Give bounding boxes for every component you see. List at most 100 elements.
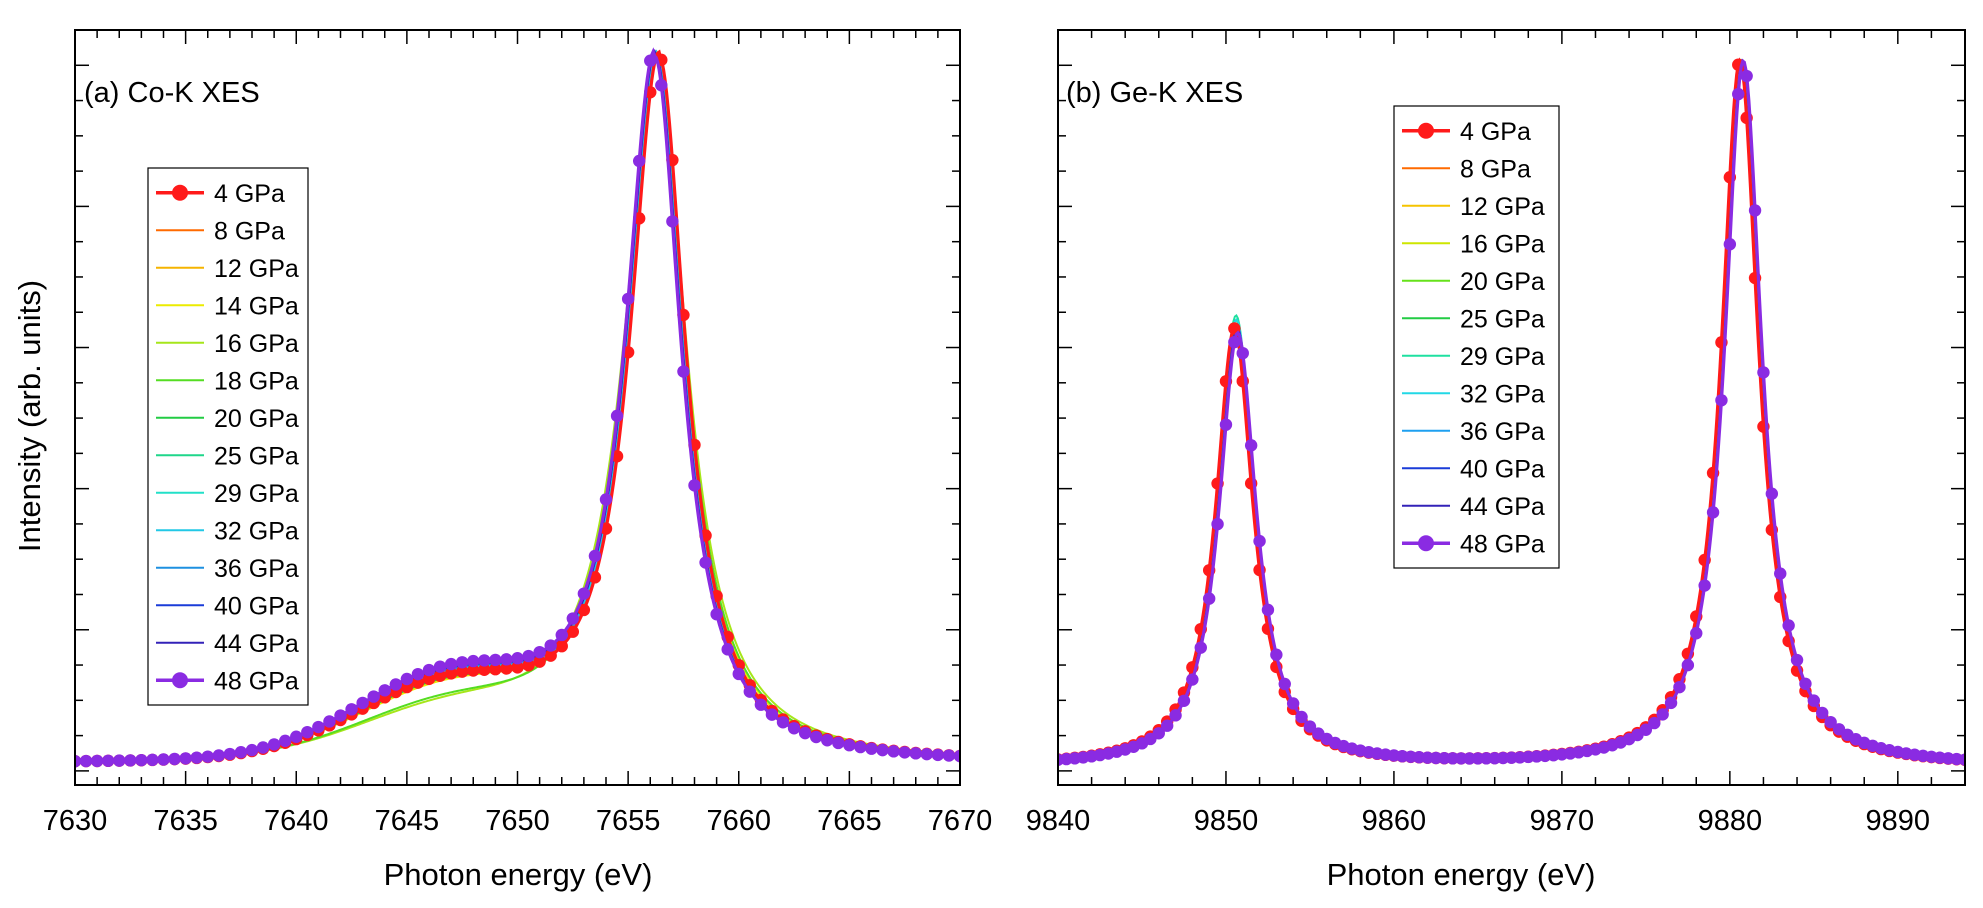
- series-marker-48-gpa: [1186, 673, 1199, 686]
- legend-label-20-gpa: 20 GPa: [1460, 268, 1545, 296]
- series-marker-48-gpa: [1790, 653, 1804, 667]
- series-marker-48-gpa: [865, 742, 878, 755]
- series-marker-4-gpa: [533, 655, 546, 668]
- series-marker-48-gpa: [1765, 487, 1779, 500]
- series-marker-48-gpa: [1799, 677, 1812, 690]
- series-marker-4-gpa: [433, 669, 447, 682]
- series-marker-48-gpa: [942, 749, 956, 762]
- panel-a-ticks: 7630 7635 7640 7645 7650 7655 7660 7665 7670: [43, 30, 992, 837]
- series-marker-48-gpa: [688, 479, 701, 492]
- series-marker-48-gpa: [1202, 592, 1216, 605]
- legend-marker-48-gpa: [1418, 535, 1434, 552]
- series-marker-4-gpa: [455, 665, 469, 678]
- series-marker-48-gpa: [234, 746, 248, 759]
- series-marker-48-gpa: [776, 716, 790, 729]
- panel-b-ge-k-xes: 9840 9850 9860 9870 9880 9890 (b) Ge-K XES Ph…: [1026, 29, 1966, 892]
- series-marker-48-gpa: [278, 734, 292, 748]
- legend-label-25-gpa: 25 GPa: [214, 442, 299, 470]
- series-marker-48-gpa: [644, 54, 657, 67]
- series-marker-48-gpa: [400, 672, 414, 686]
- series-marker-48-gpa: [301, 725, 314, 739]
- series-marker-48-gpa: [1782, 619, 1795, 632]
- series-marker-48-gpa: [522, 649, 535, 663]
- series-marker-48-gpa: [1673, 680, 1686, 694]
- panel-b-series: [1058, 57, 1965, 767]
- series-marker-48-gpa: [743, 685, 757, 698]
- series-marker-48-gpa: [378, 684, 391, 697]
- series-marker-48-gpa: [887, 745, 900, 758]
- series-marker-48-gpa: [1748, 204, 1762, 217]
- x-tick-label: 7650: [485, 805, 550, 837]
- series-marker-48-gpa: [953, 749, 960, 763]
- x-tick-label: 7640: [264, 805, 329, 837]
- series-marker-48-gpa: [1690, 627, 1703, 640]
- series-marker-48-gpa: [1211, 517, 1224, 531]
- series-marker-48-gpa: [168, 752, 181, 766]
- series-marker-48-gpa: [1278, 677, 1291, 691]
- x-tick-label: 9880: [1698, 805, 1763, 837]
- series-marker-4-gpa: [422, 672, 436, 686]
- series-marker-48-gpa: [1270, 648, 1283, 661]
- series-marker-48-gpa: [621, 292, 635, 306]
- series-marker-48-gpa: [1286, 697, 1300, 710]
- series-marker-48-gpa: [876, 743, 889, 757]
- series-marker-48-gpa: [356, 696, 369, 710]
- series-marker-48-gpa: [732, 667, 745, 681]
- series-marker-48-gpa: [389, 678, 403, 691]
- series-marker-4-gpa: [444, 667, 458, 680]
- legend-label-14-gpa: 14 GPa: [214, 292, 299, 320]
- series-marker-48-gpa: [422, 663, 436, 677]
- series-marker-48-gpa: [511, 652, 524, 665]
- series-marker-48-gpa: [1253, 534, 1266, 548]
- series-marker-48-gpa: [588, 549, 602, 563]
- series-marker-48-gpa: [489, 653, 502, 667]
- series-marker-48-gpa: [1194, 641, 1207, 654]
- panel-a-frame: [74, 29, 961, 786]
- series-marker-48-gpa: [1169, 709, 1182, 722]
- series-marker-4-gpa: [500, 662, 513, 675]
- series-marker-48-gpa: [75, 754, 82, 768]
- series-marker-48-gpa: [1244, 439, 1258, 452]
- legend-box: [147, 167, 309, 706]
- series-marker-48-gpa: [533, 645, 546, 659]
- series-marker-48-gpa: [677, 365, 690, 378]
- x-tick-label: 9860: [1362, 805, 1427, 837]
- series-marker-48-gpa: [290, 730, 303, 743]
- series-marker-48-gpa: [1303, 720, 1317, 733]
- series-marker-48-gpa: [1681, 658, 1695, 672]
- series-marker-48-gpa: [1656, 708, 1669, 721]
- legend-label-18-gpa: 18 GPa: [214, 367, 299, 395]
- series-marker-48-gpa: [245, 743, 259, 757]
- series-marker-48-gpa: [201, 750, 214, 763]
- series-marker-48-gpa: [1816, 706, 1829, 720]
- series-marker-48-gpa: [334, 709, 347, 722]
- series-clip: [75, 47, 960, 768]
- x-tick-label: 9840: [1026, 805, 1091, 837]
- legend-label-4-gpa: 4 GPa: [1460, 118, 1531, 146]
- series-marker-48-gpa: [367, 690, 380, 703]
- series-marker-4-gpa: [588, 571, 602, 584]
- series-marker-48-gpa: [146, 753, 159, 767]
- panel-a-title: (a) Co-K XES: [84, 77, 260, 109]
- series-marker-48-gpa: [1732, 87, 1745, 101]
- legend-label-48-gpa: 48 GPa: [214, 667, 299, 695]
- legend-label-29-gpa: 29 GPa: [214, 480, 299, 508]
- series-marker-4-gpa: [489, 662, 502, 676]
- panel-b-title: (b) Ge-K XES: [1066, 77, 1243, 109]
- series-marker-48-gpa: [555, 628, 568, 642]
- series-marker-48-gpa: [699, 556, 712, 569]
- series-marker-48-gpa: [223, 747, 237, 761]
- panel-b-plot-area: 9840 9850 9860 9870 9880 9890: [1026, 29, 1966, 837]
- legend-label-12-gpa: 12 GPa: [1460, 193, 1545, 221]
- panel-b-ticks: 9840 9850 9860 9870 9880 9890: [1026, 30, 1966, 837]
- legend-label-40-gpa: 40 GPa: [214, 592, 299, 620]
- legend-label-4-gpa: 4 GPa: [214, 180, 285, 208]
- series-marker-48-gpa: [212, 749, 226, 762]
- series-marker-48-gpa: [1639, 723, 1653, 736]
- panel-b-frame: [1057, 29, 1966, 786]
- series-marker-48-gpa: [1261, 603, 1275, 617]
- legend-label-40-gpa: 40 GPa: [1460, 455, 1545, 483]
- series-marker-48-gpa: [1295, 710, 1308, 724]
- series-marker-48-gpa: [610, 409, 624, 423]
- series-marker-48-gpa: [1824, 715, 1837, 729]
